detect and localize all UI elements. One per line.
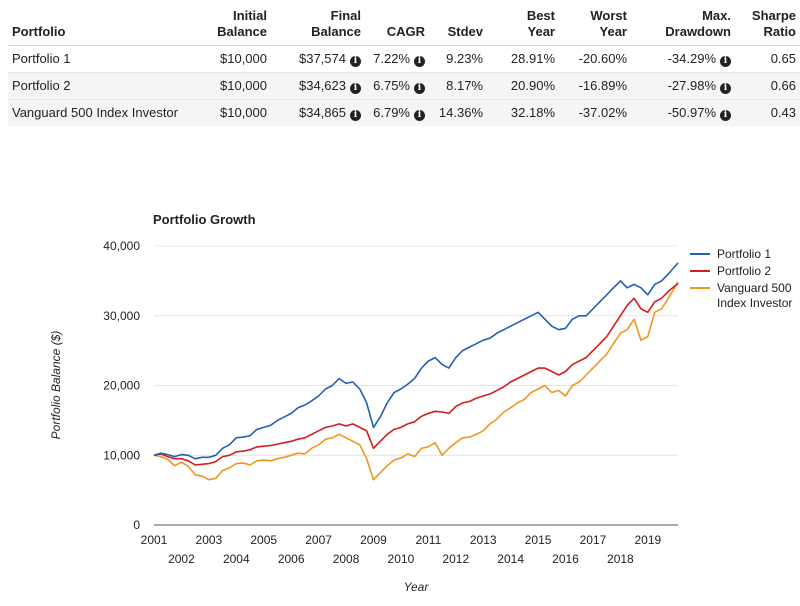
info-icon[interactable]: i [720,56,731,67]
best-year: 28.91% [487,45,559,73]
x-tick-label: 2016 [552,552,579,566]
header-best-year: Best Year [487,4,559,46]
header-worst-year: Worst Year [559,4,631,46]
sharpe-ratio: 0.43 [735,99,800,126]
header-initial-balance: Initial Balance [201,4,271,46]
info-icon[interactable]: i [350,110,361,121]
table-row: Portfolio 2 $10,000 $34,623 i 6.75% i 8.17… [8,72,800,100]
series-line [153,281,679,481]
stdev: 8.17% [429,72,487,100]
cagr: 6.75% [373,78,410,93]
x-tick-label: 2008 [333,552,360,566]
cagr-cell: 6.79% i [365,99,429,126]
y-axis-title: Portfolio Balance ($) [49,331,63,440]
y-tick-label: 30,000 [103,309,140,323]
chart-legend: Portfolio 1 Portfolio 2 Vanguard 500 Index … [690,247,792,310]
portfolio-growth-chart: Portfolio Growth 0 10,000 20,000 30,000 40,0… [49,212,792,594]
x-tick-label: 2003 [196,533,223,547]
header-portfolio: Portfolio [8,4,201,46]
best-year: 20.90% [487,72,559,100]
chart-title: Portfolio Growth [153,212,256,227]
series-line [153,282,679,466]
max-drawdown-cell: -50.97% i [631,99,735,126]
y-tick-label: 0 [133,518,140,532]
chart-grid [154,245,678,456]
info-icon[interactable]: i [720,110,731,121]
worst-year: -20.60% [559,45,631,73]
max-drawdown-cell: -27.98% i [631,72,735,100]
info-icon[interactable]: i [720,83,731,94]
best-year: 32.18% [487,99,559,126]
table-header-row: Portfolio Initial Balance Final Balance CA… [8,4,800,46]
sharpe-ratio: 0.65 [735,45,800,73]
header-max-drawdown: Max. Drawdown [631,4,735,46]
y-tick-label: 10,000 [103,448,140,462]
table-row: Portfolio 1 $10,000 $37,574 i 7.22% i 9.23… [8,45,800,73]
stdev: 9.23% [429,45,487,73]
cagr: 7.22% [373,51,410,66]
x-tick-label: 2012 [442,552,469,566]
x-tick-label: 2001 [141,533,168,547]
cagr-cell: 6.75% i [365,72,429,100]
chart-series-lines [153,262,679,481]
initial-balance: $10,000 [201,45,271,73]
portfolio-name: Portfolio 1 [8,45,201,73]
x-tick-label: 2017 [580,533,607,547]
x-tick-label: 2015 [525,533,552,547]
summary-table: Portfolio Initial Balance Final Balance CA… [8,4,800,126]
series-line [153,262,679,460]
initial-balance: $10,000 [201,72,271,100]
info-icon[interactable]: i [414,83,425,94]
portfolio-name: Portfolio 2 [8,72,201,100]
x-axis-ticks: 2001 2003 2005 2007 2009 2011 2013 2015 2017 2019… [141,533,662,566]
table-row: Vanguard 500 Index Investor $10,000 $34,… [8,99,800,126]
final-balance-cell: $37,574 i [271,45,365,73]
legend-label: Portfolio 2 [717,264,771,278]
x-tick-label: 2019 [634,533,661,547]
x-tick-label: 2009 [360,533,387,547]
header-cagr: CAGR [365,4,429,46]
x-tick-label: 2018 [607,552,634,566]
legend-label: Portfolio 1 [717,247,771,261]
x-axis-title: Year [404,580,430,594]
x-tick-label: 2006 [278,552,305,566]
y-tick-label: 20,000 [103,379,140,393]
initial-balance: $10,000 [201,99,271,126]
x-tick-label: 2014 [497,552,524,566]
sharpe-ratio: 0.66 [735,72,800,100]
x-tick-label: 2005 [250,533,277,547]
legend-label: Vanguard 500 Index Investor [717,281,792,310]
x-tick-label: 2010 [388,552,415,566]
x-tick-label: 2002 [168,552,195,566]
info-icon[interactable]: i [350,56,361,67]
header-stdev: Stdev [429,4,487,46]
y-tick-label: 40,000 [103,239,140,253]
final-balance: $37,574 [299,51,346,66]
final-balance: $34,623 [299,78,346,93]
portfolio-name: Vanguard 500 Index Investor [8,99,201,126]
worst-year: -16.89% [559,72,631,100]
cagr-cell: 7.22% i [365,45,429,73]
x-tick-label: 2013 [470,533,497,547]
y-axis-ticks: 0 10,000 20,000 30,000 40,000 [103,239,140,532]
worst-year: -37.02% [559,99,631,126]
final-balance: $34,865 [299,105,346,120]
final-balance-cell: $34,865 i [271,99,365,126]
info-icon[interactable]: i [414,56,425,67]
max-drawdown: -50.97% [667,105,716,120]
info-icon[interactable]: i [350,83,361,94]
header-final-balance: Final Balance [271,4,365,46]
info-icon[interactable]: i [414,110,425,121]
max-drawdown: -34.29% [667,51,716,66]
cagr: 6.79% [373,105,410,120]
x-tick-label: 2011 [415,533,441,547]
final-balance-cell: $34,623 i [271,72,365,100]
max-drawdown-cell: -34.29% i [631,45,735,73]
header-sharpe-ratio: Sharpe Ratio [735,4,800,46]
x-tick-label: 2007 [305,533,332,547]
max-drawdown: -27.98% [667,78,716,93]
x-tick-label: 2004 [223,552,250,566]
stdev: 14.36% [429,99,487,126]
